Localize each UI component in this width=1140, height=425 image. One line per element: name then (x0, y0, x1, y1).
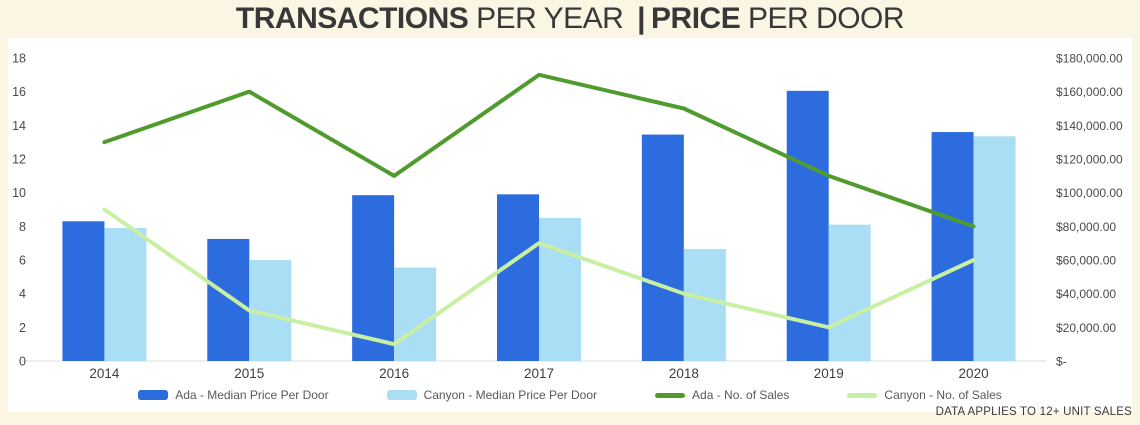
right-axis-tick: $- (1056, 355, 1067, 369)
legend-swatch-canyon-price (386, 390, 417, 400)
data-disclaimer: DATA APPLIES TO 12+ UNIT SALES (935, 406, 1132, 418)
right-axis-tick: $40,000.00 (1056, 287, 1116, 301)
title-price: PRICE (651, 2, 741, 35)
chart-title: TRANSACTIONS PER YEAR | PRICE PER DOOR (0, 0, 1140, 38)
right-axis-tick: $60,000.00 (1056, 254, 1116, 268)
bar-canyon-2018 (683, 249, 726, 361)
left-axis-tick: 14 (12, 119, 26, 133)
chart-canvas: 0 2 4 6 8 10 12 14 16 18 $- $20,000.00 $40,000.00 $60… (12, 52, 1123, 382)
x-axis-label-2020: 2020 (959, 366, 989, 381)
legend-item-canyon-price: Canyon - Median Price Per Door (386, 388, 598, 402)
line-ada-sales (102, 72, 976, 229)
legend-label-ada-sales: Ada - No. of Sales (692, 388, 790, 402)
x-axis-label-2015: 2015 (234, 366, 264, 381)
legend-label-canyon-price: Canyon - Median Price Per Door (423, 388, 598, 402)
bar-ada-2014 (62, 221, 105, 361)
right-axis-tick: $100,000.00 (1056, 186, 1123, 200)
right-axis-tick: $120,000.00 (1056, 153, 1123, 167)
left-axis-tick: 2 (19, 321, 26, 335)
bar-ada-2019 (786, 90, 829, 361)
right-axis-tick: $160,000.00 (1056, 85, 1123, 99)
left-axis-tick: 6 (19, 254, 26, 268)
bar-canyon-2016 (394, 267, 437, 361)
right-axis-tick: $80,000.00 (1056, 220, 1116, 234)
title-separator: | (637, 2, 646, 35)
legend-label-canyon-sales: Canyon - No. of Sales (884, 388, 1002, 402)
legend-swatch-ada-price (138, 390, 169, 400)
right-axis-tick: $180,000.00 (1056, 52, 1123, 66)
bar-ada-2018 (641, 134, 684, 361)
left-axis-tick: 16 (12, 85, 26, 99)
title-per-door: PER DOOR (740, 2, 905, 35)
bar-ada-2016 (352, 195, 395, 361)
legend-item-ada-price: Ada - Median Price Per Door (138, 388, 329, 402)
title-per-year: PER YEAR (468, 2, 632, 35)
legend-swatch-ada-sales (655, 392, 686, 398)
x-axis-label-2016: 2016 (379, 366, 409, 381)
legend-item-canyon-sales: Canyon - No. of Sales (847, 388, 1002, 402)
left-axis-tick: 0 (19, 355, 26, 369)
title-transactions: TRANSACTIONS (235, 2, 469, 35)
bar-canyon-2014 (104, 228, 147, 361)
legend-item-ada-sales: Ada - No. of Sales (655, 388, 789, 402)
bar-canyon-2017 (539, 217, 581, 361)
chart-legend: Ada - Median Price Per Door Canyon - Med… (0, 388, 1140, 402)
bar-canyon-2019 (828, 224, 871, 361)
left-axis-tick: 4 (19, 287, 26, 301)
bar-canyon-2020 (973, 136, 1016, 361)
legend-swatch-canyon-sales (847, 392, 878, 398)
left-axis-tick: 8 (19, 220, 26, 234)
right-axis-tick: $140,000.00 (1056, 119, 1123, 133)
bar-ada-2017 (497, 194, 539, 361)
left-axis-tick: 12 (12, 153, 26, 167)
chart-panel: 0 2 4 6 8 10 12 14 16 18 $- $20,000.00 $40,000.00 $60… (8, 38, 1132, 412)
left-axis-tick: 18 (12, 52, 26, 66)
x-axis-label-2018: 2018 (669, 366, 699, 381)
right-axis-tick: $20,000.00 (1056, 321, 1116, 335)
left-axis-tick: 10 (12, 186, 26, 200)
bar-ada-2015 (207, 238, 250, 361)
legend-label-ada-price: Ada - Median Price Per Door (175, 388, 329, 402)
line-canyon-sales (102, 207, 976, 347)
x-axis-label-2019: 2019 (814, 366, 844, 381)
x-axis-label-2014: 2014 (89, 366, 120, 381)
x-axis-label-2017: 2017 (524, 366, 554, 381)
bar-ada-2020 (931, 132, 974, 361)
